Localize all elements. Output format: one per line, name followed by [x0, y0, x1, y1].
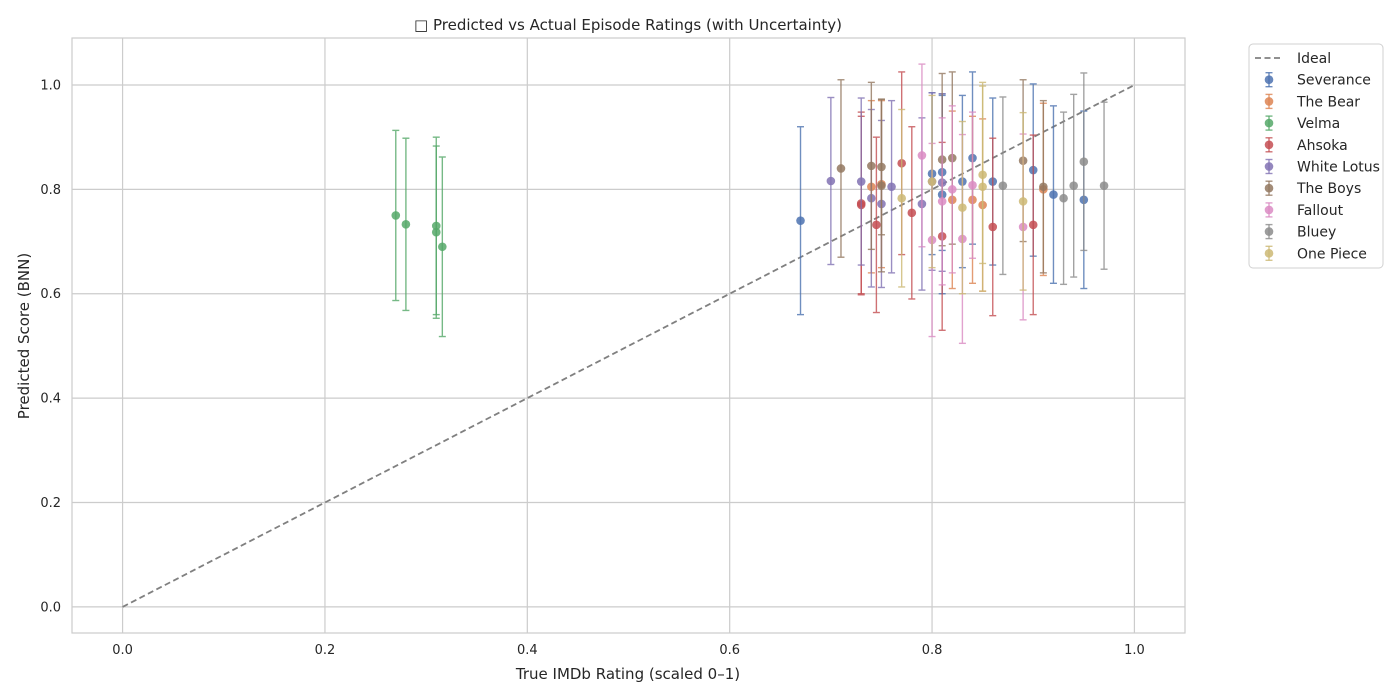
- legend-frame: [1248, 43, 1384, 269]
- x-axis-label: True IMDb Rating (scaled 0–1): [515, 665, 740, 683]
- data-point: [856, 177, 866, 186]
- data-point: [988, 222, 998, 232]
- legend-label: The Boys: [1296, 181, 1361, 197]
- legend-swatch: [1264, 158, 1274, 175]
- legend-label: Ahsoka: [1297, 138, 1348, 154]
- grid: [72, 38, 1185, 633]
- data-point: [401, 220, 411, 229]
- legend-swatch-dot: [1264, 227, 1274, 236]
- data-point: [877, 181, 886, 191]
- chart-title: □ Predicted vs Actual Episode Ratings (w…: [414, 16, 842, 34]
- series-one-piece: [897, 81, 1028, 295]
- data-point: [897, 193, 906, 203]
- legend-swatch: [1264, 71, 1274, 88]
- legend-label: Velma: [1297, 116, 1340, 132]
- data-point: [1018, 197, 1028, 206]
- legend-swatch: [1264, 180, 1274, 196]
- legend-swatch-dot: [1264, 205, 1274, 215]
- legend-label: White Lotus: [1297, 160, 1380, 176]
- data-point: [1049, 190, 1058, 199]
- data-point: [431, 227, 441, 237]
- legend-swatch-dot: [1264, 162, 1274, 171]
- legend-swatch-dot: [1264, 140, 1274, 150]
- data-point: [836, 164, 846, 173]
- legend-label: Fallout: [1297, 203, 1344, 219]
- legend-swatch: [1264, 223, 1274, 240]
- x-tick-label: 0.0: [112, 643, 133, 658]
- data-point: [1059, 193, 1068, 203]
- data-point: [1028, 220, 1038, 230]
- legend-label: The Bear: [1296, 94, 1360, 110]
- series-the-bear: [867, 99, 1048, 292]
- series-bluey: [998, 72, 1109, 286]
- x-tick-label: 0.6: [719, 643, 740, 658]
- y-tick-label: 1.0: [40, 78, 61, 93]
- x-tick-label: 1.0: [1124, 643, 1145, 658]
- series-velma: [391, 129, 447, 338]
- data-point: [968, 180, 977, 190]
- data-point: [907, 208, 917, 218]
- legend-label: Bluey: [1297, 225, 1336, 241]
- y-axis-label: Predicted Score (BNN): [15, 253, 33, 419]
- legend-label: Severance: [1297, 73, 1371, 89]
- data-point: [796, 216, 805, 225]
- data-point: [917, 151, 927, 160]
- data-point: [438, 242, 447, 252]
- data-point: [978, 182, 987, 192]
- y-tick-label: 0.6: [40, 287, 61, 302]
- data-point: [998, 181, 1008, 191]
- legend-swatch-dot: [1264, 118, 1274, 128]
- legend: Ideal Severance The Bear Velma Ahsoka White L…: [1248, 43, 1384, 269]
- data-point: [1099, 181, 1109, 191]
- y-tick-label: 0.4: [40, 392, 61, 407]
- legend-swatch-dot: [1264, 75, 1274, 84]
- data-point: [947, 185, 957, 194]
- x-tick-label: 0.2: [315, 643, 336, 658]
- data-points: [391, 63, 1109, 345]
- data-point: [391, 211, 401, 220]
- legend-swatch: [1264, 93, 1274, 110]
- data-point: [937, 197, 947, 206]
- x-tick-label: 0.8: [922, 643, 943, 658]
- data-point: [927, 177, 937, 186]
- legend-swatch: [1264, 245, 1274, 261]
- data-point: [826, 176, 836, 186]
- y-tick-label: 0.8: [40, 183, 61, 198]
- y-tick-label: 0.0: [40, 600, 61, 615]
- y-tick-label: 0.2: [40, 496, 61, 511]
- legend-swatch: [1264, 137, 1274, 153]
- axis-ticks: 0.0 0.2 0.4 0.6 0.8 1.0 0.0 0.2 0.4 0.6 0.8 1.0: [40, 78, 1144, 658]
- plot-frame: [71, 37, 1186, 634]
- data-point: [1039, 182, 1048, 192]
- legend-swatch-dot: [1264, 249, 1274, 258]
- legend-label: One Piece: [1297, 246, 1367, 262]
- data-point: [872, 220, 881, 230]
- data-point: [887, 182, 896, 192]
- data-point: [958, 203, 967, 212]
- data-point: [1079, 157, 1089, 166]
- legend-label-ideal: Ideal: [1297, 51, 1331, 67]
- data-point: [867, 161, 876, 171]
- x-tick-label: 0.4: [517, 643, 538, 658]
- legend-swatch: [1264, 115, 1274, 131]
- legend-swatch-dot: [1264, 97, 1274, 106]
- legend-swatch: [1264, 202, 1274, 218]
- legend-swatch-dot: [1264, 183, 1274, 193]
- data-point: [1069, 181, 1078, 191]
